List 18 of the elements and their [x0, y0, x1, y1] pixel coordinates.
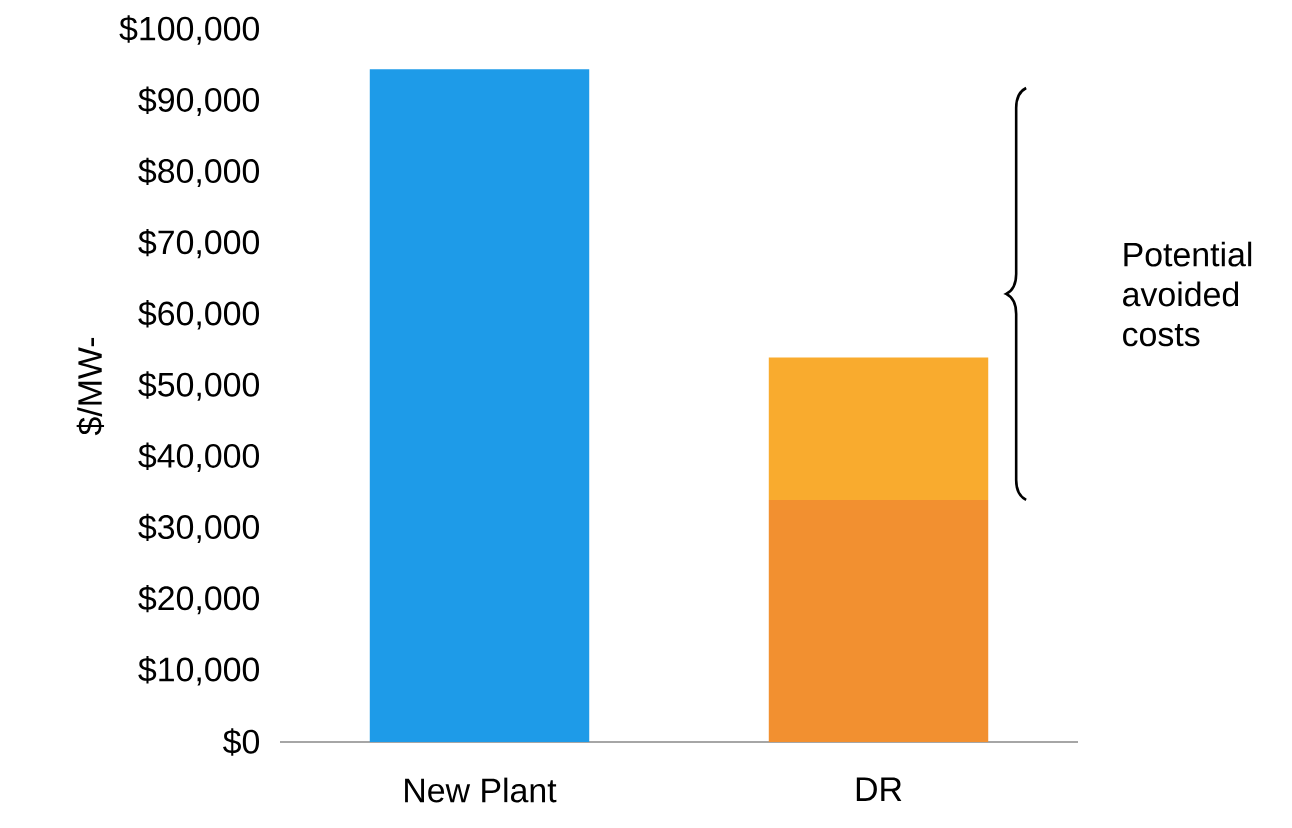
- bar: [768, 499, 989, 742]
- bar: [369, 69, 590, 742]
- y-tick-label: $80,000: [138, 157, 260, 188]
- y-tick-label: $100,000: [119, 15, 260, 45]
- bar: [768, 357, 989, 500]
- text: Potential avoided costs: [1123, 241, 1252, 347]
- y-tick-label: $70,000: [138, 228, 260, 259]
- x-tick-label: New Plant: [405, 777, 557, 803]
- y-tick-label: $40,000: [138, 442, 260, 472]
- y-tick-label: $50,000: [138, 371, 260, 401]
- y-axis-title: $/MW-: [76, 337, 105, 436]
- y-tick-label: $90,000: [138, 86, 260, 116]
- y-tick-label: $20,000: [138, 584, 260, 615]
- y-tick-label: $60,000: [138, 300, 260, 330]
- y-tick-label: $30,000: [138, 513, 260, 544]
- y-tick-label: $0: [223, 728, 260, 756]
- y-tick-label: $10,000: [138, 656, 260, 686]
- x-tick-label: DR: [856, 777, 902, 801]
